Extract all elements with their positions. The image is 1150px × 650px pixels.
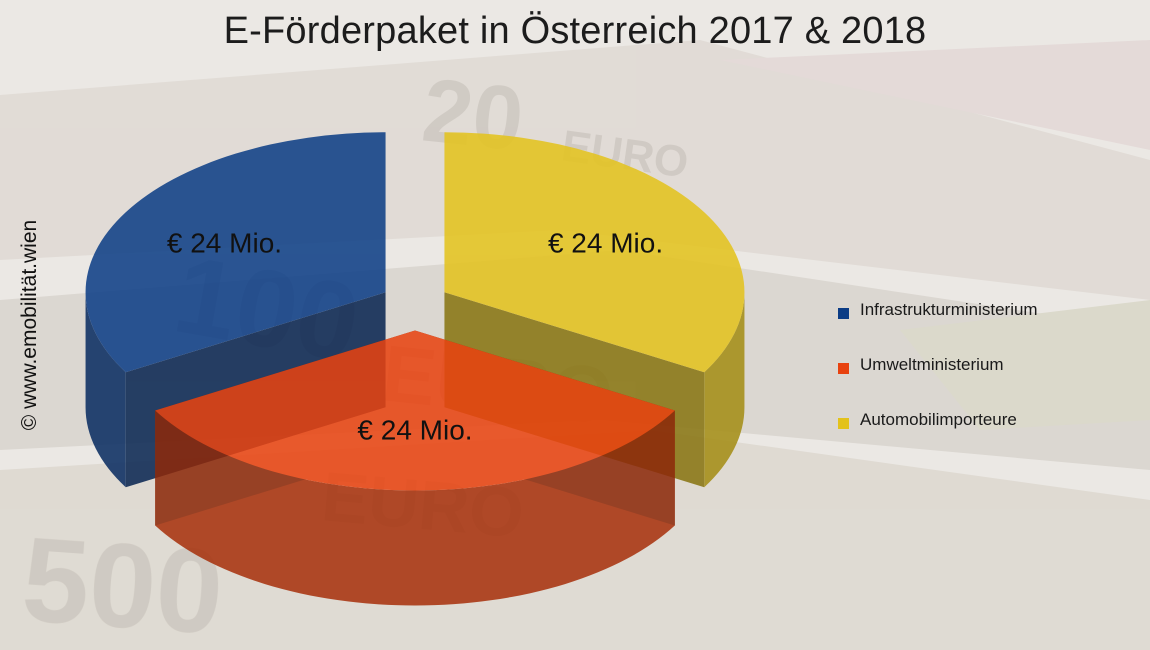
slice-top-face bbox=[85, 132, 386, 373]
slice-side-wall bbox=[85, 292, 126, 488]
legend-swatch bbox=[838, 308, 849, 319]
data-label-umweltministerium: € 24 Mio. bbox=[357, 415, 472, 446]
slice-top-face bbox=[155, 330, 675, 491]
slice-side-wall bbox=[704, 292, 745, 488]
slice-top-face bbox=[444, 132, 745, 373]
legend-label: Automobilimporteure bbox=[860, 410, 1017, 429]
pie-slice-umweltministerium bbox=[155, 330, 675, 606]
legend-swatch bbox=[838, 418, 849, 429]
legend-label: Umweltministerium bbox=[860, 355, 1004, 374]
legend-label: Infrastrukturministerium bbox=[860, 300, 1038, 319]
legend-swatch bbox=[838, 363, 849, 374]
data-label-infrastrukturministerium: € 24 Mio. bbox=[167, 228, 282, 259]
chart-title: E-Förderpaket in Österreich 2017 & 2018 bbox=[223, 10, 927, 52]
data-label-automobilimporteure: € 24 Mio. bbox=[548, 228, 663, 259]
slice-side-wall bbox=[155, 410, 675, 606]
